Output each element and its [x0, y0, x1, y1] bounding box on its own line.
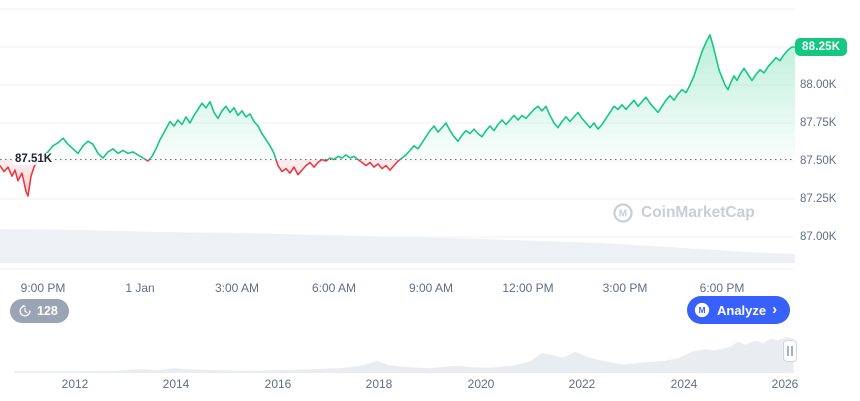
timeline-year-label: 2016: [264, 377, 292, 391]
volume-underlay: [0, 229, 795, 263]
timeline-year-label: 2018: [365, 377, 393, 391]
baseline-price-label: 87.51K: [13, 153, 55, 165]
x-axis-tick: 1 Jan: [125, 281, 155, 295]
coinmarketcap-logo-icon: M: [694, 302, 710, 318]
timeline-year-label: 2026: [771, 377, 799, 391]
watermark-text: CoinMarketCap: [641, 204, 755, 221]
timeline-year-label: 2020: [467, 377, 495, 391]
x-axis-tick: 3:00 AM: [214, 281, 260, 295]
y-axis-tick: 88.00K: [800, 79, 837, 91]
coinmarketcap-watermark: M CoinMarketCap: [612, 202, 755, 224]
y-axis-tick: 87.50K: [800, 155, 837, 167]
handle-grip-bar: [791, 346, 793, 356]
svg-text:M: M: [699, 306, 706, 315]
handle-grip-bar: [787, 346, 789, 356]
analyze-label: Analyze: [717, 302, 767, 318]
svg-text:M: M: [619, 209, 627, 220]
y-axis-tick: 87.25K: [800, 193, 837, 205]
x-axis-tick: 9:00 PM: [20, 281, 66, 295]
y-axis-tick: 87.00K: [800, 231, 837, 243]
x-axis-tick: 6:00 PM: [699, 281, 745, 295]
x-axis-tick: 3:00 PM: [602, 281, 648, 295]
x-axis-tick: 9:00 AM: [408, 281, 454, 295]
history-count-badge[interactable]: 128: [10, 299, 69, 323]
analyze-button[interactable]: M Analyze ›: [687, 296, 791, 324]
current-price-badge: 88.25K: [795, 38, 848, 56]
coinmarketcap-logo-icon: M: [613, 203, 633, 223]
timeline-year-label: 2012: [61, 377, 89, 391]
price-line-green: [37, 34, 795, 160]
timeline-area: [14, 336, 794, 373]
timeline-minichart[interactable]: [0, 331, 800, 375]
timeline-year-label: 2022: [568, 377, 596, 391]
y-axis-tick: 87.75K: [800, 117, 837, 129]
history-icon: [19, 304, 31, 317]
timeline-resize-handle[interactable]: [783, 340, 797, 362]
price-chart[interactable]: [0, 0, 795, 272]
timeline-year-label: 2014: [162, 377, 190, 391]
price-area-green: [0, 34, 795, 160]
price-line-red: [0, 159, 402, 197]
timeline-year-label: 2024: [670, 377, 698, 391]
chevron-right-icon: ›: [772, 301, 778, 318]
history-count-label: 128: [37, 304, 58, 318]
x-axis-tick: 6:00 AM: [311, 281, 357, 295]
x-axis-tick: 12:00 PM: [502, 281, 554, 295]
